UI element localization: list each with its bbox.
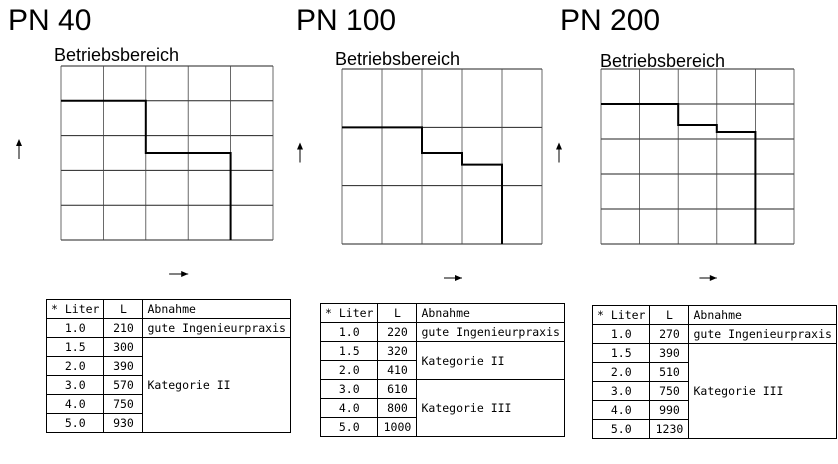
table-row: 4.0 990 — [591, 400, 837, 420]
table-row: 5.0 930 — [45, 413, 291, 433]
chart-title: Betriebsbereich — [54, 45, 180, 65]
length-cell: 990 — [649, 400, 690, 420]
volume-cell: 5.0 — [319, 417, 379, 437]
volume-cell: 5.0 — [591, 419, 651, 439]
table-row: 2.0 510 — [591, 362, 837, 382]
volume-cell: 1.0 — [591, 324, 651, 344]
table-row: 5.0 1000 — [319, 417, 565, 437]
length-cell: 320 — [377, 341, 418, 361]
chart-title: Betriebsbereich — [335, 49, 461, 69]
spec-table-pn40: * Liter L Abnahme 1.0 210 gute Ingenieurpraxi… — [45, 299, 291, 433]
volume-cell: 2.0 — [45, 356, 105, 376]
table-row: 4.0 800 — [319, 398, 565, 418]
length-cell: 750 — [103, 394, 144, 414]
table-header-cell: * Liter — [45, 299, 105, 319]
volume-cell: 1.5 — [45, 337, 105, 357]
length-cell: 750 — [649, 381, 690, 401]
volume-cell: 1.0 — [45, 318, 105, 338]
spec-table-pn100: * Liter L Abnahme 1.0 220 gute Ingenieurpraxi… — [319, 303, 565, 437]
table-header-cell: Abnahme — [416, 303, 565, 323]
panel-title: PN 40 — [8, 4, 92, 37]
table-row: 3.0 570 — [45, 375, 291, 395]
table-row: 3.0 750 — [591, 381, 837, 401]
table-row: 4.0 750 — [45, 394, 291, 414]
length-cell: 610 — [377, 379, 418, 399]
length-cell: 510 — [649, 362, 690, 382]
table-row: 1.0 270 gute Ingenieurpraxis — [591, 324, 837, 344]
chart-pn40 — [16, 65, 274, 277]
table-header-cell: Abnahme — [688, 305, 837, 325]
series-line — [601, 103, 757, 244]
abnahme-cell: Kategorie II — [142, 337, 291, 433]
y-axis-arrowhead — [297, 142, 303, 150]
table-header-cell: L — [377, 303, 418, 323]
length-cell: 220 — [377, 322, 418, 342]
table-header-row: * Liter L Abnahme — [319, 303, 565, 323]
series-line — [342, 126, 503, 244]
table-row: 1.5 320 Kategorie II — [319, 341, 565, 380]
x-axis-arrowhead — [181, 271, 189, 277]
panel-title: PN 100 — [296, 4, 397, 37]
abnahme-cell: Kategorie III — [688, 343, 837, 439]
x-axis-arrowhead — [455, 275, 462, 281]
length-cell: 390 — [103, 356, 144, 376]
volume-cell: 2.0 — [319, 360, 379, 380]
panel-pn40: PN 40 Betriebsbereich * Liter L Abnahme 1.0… — [0, 0, 291, 464]
spec-table-pn200: * Liter L Abnahme 1.0 270 gute Ingenieurpraxi… — [591, 305, 837, 439]
table-row: 3.0 610 Kategorie III — [319, 379, 565, 437]
table-header-row: * Liter L Abnahme — [45, 299, 291, 319]
length-cell: 300 — [103, 337, 144, 357]
table-header-cell: L — [649, 305, 690, 325]
table-row: 5.0 1230 — [591, 419, 837, 439]
length-cell: 800 — [377, 398, 418, 418]
table-header-cell: * Liter — [591, 305, 651, 325]
volume-cell: 5.0 — [45, 413, 105, 433]
abnahme-cell: gute Ingenieurpraxis — [416, 322, 565, 342]
panel-pn200: PN 200 Betriebsbereich * Liter L Abnahme 1.… — [556, 0, 838, 464]
table-header-cell: L — [103, 299, 144, 319]
abnahme-cell: gute Ingenieurpraxis — [688, 324, 837, 344]
chart-pn100 — [297, 68, 543, 281]
table-row: 1.5 300 Kategorie II — [45, 337, 291, 433]
panel-pn100: PN 100 Betriebsbereich * Liter L Abnahme 1.… — [280, 0, 565, 464]
length-cell: 210 — [103, 318, 144, 338]
length-cell: 270 — [649, 324, 690, 344]
x-axis-arrowhead — [709, 275, 717, 281]
volume-cell: 1.5 — [319, 341, 379, 361]
table-row: 1.5 390 Kategorie III — [591, 343, 837, 439]
table-header-cell: Abnahme — [142, 299, 291, 319]
volume-cell: 3.0 — [45, 375, 105, 395]
table-row: 1.0 210 gute Ingenieurpraxis — [45, 318, 291, 338]
series-line — [61, 99, 232, 240]
length-cell: 390 — [649, 343, 690, 363]
abnahme-cell: gute Ingenieurpraxis — [142, 318, 291, 338]
length-cell: 930 — [103, 413, 144, 433]
volume-cell: 3.0 — [591, 381, 651, 401]
length-cell: 1230 — [649, 419, 690, 439]
table-row: 2.0 410 — [319, 360, 565, 380]
volume-cell: 4.0 — [591, 400, 651, 420]
panel-title: PN 200 — [560, 4, 661, 37]
abnahme-cell: Kategorie III — [416, 379, 565, 437]
table-header-cell: * Liter — [319, 303, 379, 323]
volume-cell: 1.0 — [319, 322, 379, 342]
volume-cell: 4.0 — [319, 398, 379, 418]
y-axis-arrowhead — [556, 142, 562, 150]
volume-cell: 3.0 — [319, 379, 379, 399]
volume-cell: 2.0 — [591, 362, 651, 382]
length-cell: 1000 — [377, 417, 418, 437]
table-row: 2.0 390 — [45, 356, 291, 376]
length-cell: 410 — [377, 360, 418, 380]
length-cell: 570 — [103, 375, 144, 395]
abnahme-cell: Kategorie II — [416, 341, 565, 380]
y-axis-arrowhead — [16, 139, 22, 146]
chart-pn200 — [556, 68, 795, 281]
volume-cell: 4.0 — [45, 394, 105, 414]
volume-cell: 1.5 — [591, 343, 651, 363]
chart-title: Betriebsbereich — [600, 51, 726, 71]
table-header-row: * Liter L Abnahme — [591, 305, 837, 325]
table-row: 1.0 220 gute Ingenieurpraxis — [319, 322, 565, 342]
